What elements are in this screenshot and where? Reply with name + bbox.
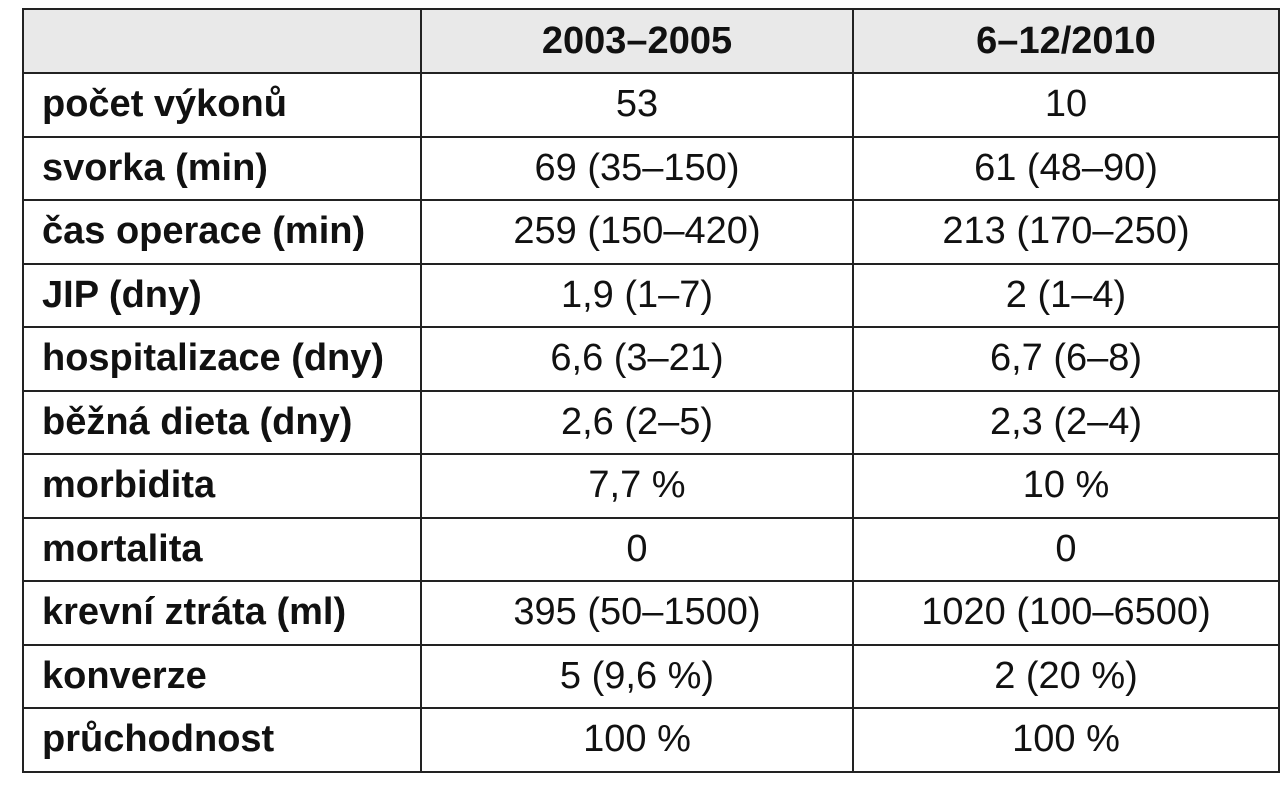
- value-2010: 2 (20 %): [852, 643, 1280, 709]
- row-label: běžná dieta (dny): [22, 389, 422, 455]
- header-empty-cell: [22, 8, 422, 74]
- value-2010: 100 %: [852, 707, 1280, 773]
- row-label: čas operace (min): [22, 199, 422, 265]
- table-row: konverze 5 (9,6 %) 2 (20 %): [22, 643, 1280, 709]
- table-row: počet výkonů 53 10: [22, 72, 1280, 138]
- header-period-2010: 6–12/2010: [852, 8, 1280, 74]
- value-2003-2005: 53: [420, 72, 854, 138]
- table-row: JIP (dny) 1,9 (1–7) 2 (1–4): [22, 262, 1280, 328]
- value-2010: 2 (1–4): [852, 262, 1280, 328]
- table-row: krevní ztráta (ml) 395 (50–1500) 1020 (1…: [22, 580, 1280, 646]
- value-2010: 10 %: [852, 453, 1280, 519]
- value-2003-2005: 100 %: [420, 707, 854, 773]
- row-label: konverze: [22, 643, 422, 709]
- header-row: 2003–2005 6–12/2010: [22, 8, 1280, 74]
- row-label: hospitalizace (dny): [22, 326, 422, 392]
- row-label: krevní ztráta (ml): [22, 580, 422, 646]
- value-2003-2005: 5 (9,6 %): [420, 643, 854, 709]
- value-2003-2005: 7,7 %: [420, 453, 854, 519]
- value-2010: 0: [852, 516, 1280, 582]
- row-label: průchodnost: [22, 707, 422, 773]
- comparison-table-container: 2003–2005 6–12/2010 počet výkonů 53 10 s…: [22, 8, 1280, 773]
- value-2010: 6,7 (6–8): [852, 326, 1280, 392]
- value-2003-2005: 69 (35–150): [420, 135, 854, 201]
- value-2003-2005: 6,6 (3–21): [420, 326, 854, 392]
- row-label: JIP (dny): [22, 262, 422, 328]
- value-2003-2005: 2,6 (2–5): [420, 389, 854, 455]
- comparison-table: 2003–2005 6–12/2010 počet výkonů 53 10 s…: [22, 8, 1280, 773]
- row-label: počet výkonů: [22, 72, 422, 138]
- value-2010: 2,3 (2–4): [852, 389, 1280, 455]
- table-row: morbidita 7,7 % 10 %: [22, 453, 1280, 519]
- value-2003-2005: 1,9 (1–7): [420, 262, 854, 328]
- value-2003-2005: 395 (50–1500): [420, 580, 854, 646]
- value-2010: 1020 (100–6500): [852, 580, 1280, 646]
- row-label: morbidita: [22, 453, 422, 519]
- table-row: průchodnost 100 % 100 %: [22, 707, 1280, 773]
- table-row: běžná dieta (dny) 2,6 (2–5) 2,3 (2–4): [22, 389, 1280, 455]
- value-2003-2005: 0: [420, 516, 854, 582]
- table-row: čas operace (min) 259 (150–420) 213 (170…: [22, 199, 1280, 265]
- table-row: svorka (min) 69 (35–150) 61 (48–90): [22, 135, 1280, 201]
- row-label: svorka (min): [22, 135, 422, 201]
- table-row: mortalita 0 0: [22, 516, 1280, 582]
- header-period-2003-2005: 2003–2005: [420, 8, 854, 74]
- row-label: mortalita: [22, 516, 422, 582]
- value-2010: 61 (48–90): [852, 135, 1280, 201]
- table-row: hospitalizace (dny) 6,6 (3–21) 6,7 (6–8): [22, 326, 1280, 392]
- value-2010: 213 (170–250): [852, 199, 1280, 265]
- value-2010: 10: [852, 72, 1280, 138]
- value-2003-2005: 259 (150–420): [420, 199, 854, 265]
